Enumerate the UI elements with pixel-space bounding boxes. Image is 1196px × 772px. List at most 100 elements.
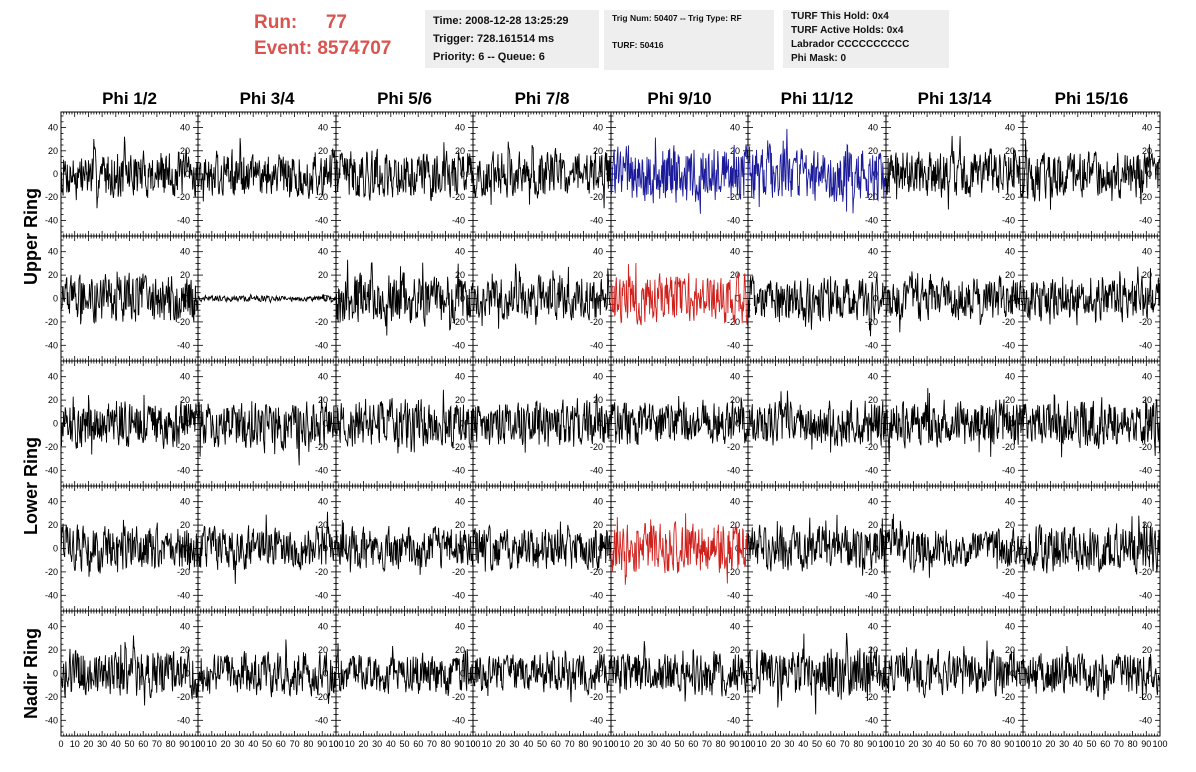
run-label: Run: bbox=[254, 12, 298, 33]
y-tick-label: -20 bbox=[315, 317, 328, 327]
y-tick-label: 20 bbox=[318, 270, 328, 280]
y-tick-label: -40 bbox=[177, 590, 190, 600]
y-tick-label: -40 bbox=[1002, 215, 1015, 225]
y-tick-label: 0 bbox=[460, 169, 465, 179]
column-title: Phi 5/6 bbox=[377, 89, 432, 108]
y-tick-label: -40 bbox=[1139, 340, 1152, 350]
waveform-trace bbox=[472, 521, 612, 572]
waveform-trace bbox=[197, 138, 337, 202]
y-tick-label: 20 bbox=[868, 395, 878, 405]
y-tick-label: -20 bbox=[452, 317, 465, 327]
y-tick-label: 40 bbox=[455, 372, 465, 382]
y-tick-label: 40 bbox=[1005, 247, 1015, 257]
y-tick-label: 40 bbox=[455, 123, 465, 133]
y-tick-label: -20 bbox=[590, 567, 603, 577]
y-tick-label: 40 bbox=[593, 497, 603, 507]
waveform-trace bbox=[747, 514, 887, 576]
y-tick-label: 0 bbox=[1010, 169, 1015, 179]
run-line: Run: 77 bbox=[254, 10, 391, 36]
turf-num-text: TURF: 50416 bbox=[612, 40, 664, 50]
y-tick-label: -40 bbox=[452, 590, 465, 600]
waveform-trace bbox=[610, 137, 749, 214]
y-tick-label: 20 bbox=[730, 395, 740, 405]
y-tick-label: -20 bbox=[45, 192, 58, 202]
y-tick-label: -40 bbox=[452, 340, 465, 350]
y-tick-label: -20 bbox=[1002, 442, 1015, 452]
y-tick-label: 20 bbox=[1005, 395, 1015, 405]
y-tick-label: 40 bbox=[48, 372, 58, 382]
waveform-trace bbox=[885, 513, 1024, 578]
y-tick-label: 0 bbox=[323, 419, 328, 429]
waveform-trace bbox=[747, 128, 887, 214]
event-label: Event: bbox=[254, 38, 313, 59]
y-tick-label: -20 bbox=[1002, 192, 1015, 202]
y-tick-label: 20 bbox=[318, 520, 328, 530]
y-tick-label: -40 bbox=[727, 590, 740, 600]
y-tick-label: 0 bbox=[53, 544, 58, 554]
y-tick-label: 40 bbox=[48, 497, 58, 507]
y-tick-label: 40 bbox=[48, 123, 58, 133]
waveform-trace bbox=[335, 389, 474, 454]
y-tick-label: 40 bbox=[1142, 497, 1152, 507]
y-tick-label: -20 bbox=[1139, 442, 1152, 452]
y-tick-label: 0 bbox=[53, 419, 58, 429]
y-tick-label: 0 bbox=[53, 169, 58, 179]
column-title: Phi 13/14 bbox=[918, 89, 992, 108]
y-tick-label: 20 bbox=[1142, 520, 1152, 530]
waveform-trace bbox=[747, 390, 887, 453]
y-tick-label: 40 bbox=[868, 123, 878, 133]
y-tick-label: -40 bbox=[590, 340, 603, 350]
time-text: Time: 2008-12-28 13:25:29 bbox=[433, 15, 569, 27]
waveform-trace bbox=[60, 519, 199, 577]
waveform-trace bbox=[1022, 515, 1161, 575]
waveform-trace bbox=[472, 393, 612, 453]
waveform-trace bbox=[610, 395, 749, 446]
turf-info-box: TURF This Hold: 0x4 TURF Active Holds: 0… bbox=[783, 10, 949, 68]
column-title: Phi 1/2 bbox=[102, 89, 157, 108]
y-tick-label: 40 bbox=[48, 247, 58, 257]
y-tick-label: -40 bbox=[1002, 590, 1015, 600]
y-tick-label: 40 bbox=[868, 372, 878, 382]
y-tick-label: 40 bbox=[868, 247, 878, 257]
phi-mask-text: Phi Mask: 0 bbox=[791, 53, 847, 64]
y-tick-label: 20 bbox=[730, 520, 740, 530]
y-tick-label: -20 bbox=[1139, 567, 1152, 577]
y-tick-label: -20 bbox=[177, 442, 190, 452]
y-tick-label: -40 bbox=[177, 215, 190, 225]
y-tick-label: -40 bbox=[1139, 465, 1152, 475]
y-tick-label: 40 bbox=[1142, 247, 1152, 257]
y-tick-label: 20 bbox=[455, 520, 465, 530]
y-tick-label: 20 bbox=[730, 270, 740, 280]
y-tick-label: 40 bbox=[318, 123, 328, 133]
waveform-trace bbox=[197, 293, 337, 304]
waveform-trace bbox=[610, 513, 749, 585]
waveform-trace bbox=[335, 259, 474, 336]
y-tick-label: -20 bbox=[315, 192, 328, 202]
y-tick-label: -20 bbox=[865, 442, 878, 452]
waveform-trace bbox=[472, 141, 612, 209]
y-tick-label: -20 bbox=[727, 317, 740, 327]
waveform-trace bbox=[60, 136, 199, 209]
y-tick-label: 20 bbox=[180, 395, 190, 405]
y-tick-label: -20 bbox=[590, 192, 603, 202]
y-tick-label: -20 bbox=[315, 442, 328, 452]
y-tick-label: 40 bbox=[318, 247, 328, 257]
y-tick-label: 0 bbox=[323, 294, 328, 304]
y-tick-label: 0 bbox=[53, 294, 58, 304]
y-tick-label: -40 bbox=[1002, 340, 1015, 350]
time-info-box: Time: 2008-12-28 13:25:29 Trigger: 728.1… bbox=[425, 10, 599, 68]
y-tick-label: 20 bbox=[1005, 146, 1015, 156]
y-tick-label: -20 bbox=[865, 192, 878, 202]
y-tick-label: 40 bbox=[1005, 372, 1015, 382]
y-tick-label: 40 bbox=[180, 123, 190, 133]
column-title: Phi 7/8 bbox=[515, 89, 570, 108]
y-tick-label: -40 bbox=[45, 215, 58, 225]
y-tick-label: 20 bbox=[180, 146, 190, 156]
y-tick-label: -40 bbox=[727, 215, 740, 225]
y-tick-label: -40 bbox=[177, 465, 190, 475]
y-tick-label: -20 bbox=[315, 567, 328, 577]
y-tick-label: 0 bbox=[735, 294, 740, 304]
column-title: Phi 15/16 bbox=[1055, 89, 1129, 108]
y-tick-label: -20 bbox=[452, 567, 465, 577]
y-tick-label: 20 bbox=[180, 520, 190, 530]
